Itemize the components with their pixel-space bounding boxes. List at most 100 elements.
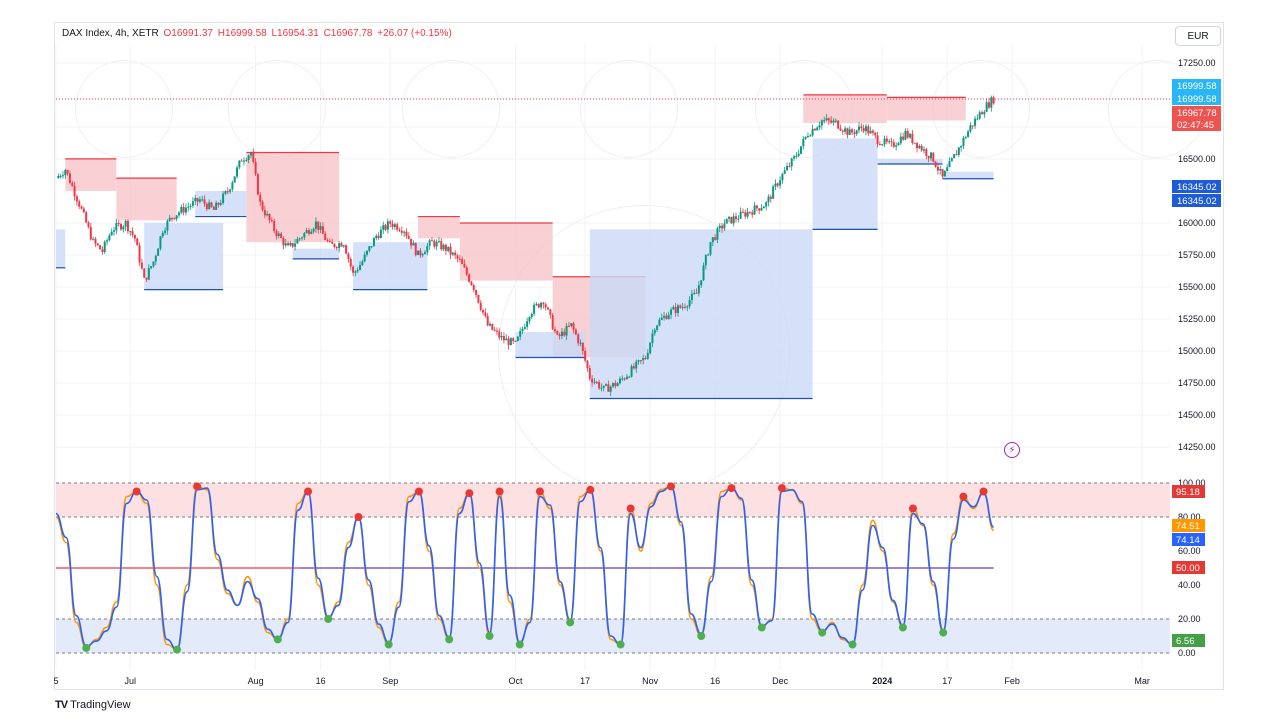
candle-body [303, 233, 306, 238]
overbought-signal-dot [959, 492, 968, 501]
candle-body [697, 285, 700, 294]
price-axis-label: 16500.00 [1178, 154, 1216, 164]
candle-body [881, 144, 884, 146]
osc-badge-label: 50.00 [1176, 563, 1200, 574]
price-axis-label: 15750.00 [1178, 250, 1216, 260]
candle-body [681, 306, 684, 308]
candle-body [760, 208, 763, 211]
overbought-signal-dot [354, 513, 363, 521]
candle-body [987, 102, 990, 108]
candle-body [895, 145, 898, 147]
low-value: L16954.31 [271, 28, 319, 39]
candle-body [331, 242, 334, 244]
candle-body [618, 378, 621, 384]
candle-body [885, 138, 888, 142]
candle-body [126, 220, 129, 232]
overbought-signal-dot [495, 487, 504, 496]
candle-body [769, 196, 772, 199]
candle-body [468, 274, 471, 282]
candle-body [80, 206, 83, 209]
candle-body [502, 336, 505, 341]
price-axis-label: 15250.00 [1178, 314, 1216, 324]
supply-zone [116, 178, 177, 221]
time-axis-label: Mar [1134, 676, 1150, 686]
tradingview-logo[interactable]: TV TradingView [55, 699, 131, 711]
currency-button[interactable]: EUR [1175, 26, 1221, 46]
candle-body [832, 120, 835, 123]
candle-body [540, 302, 543, 308]
candle-body [456, 255, 459, 259]
oversold-signal-dot [818, 628, 827, 637]
candle-body [514, 340, 517, 342]
candle-body [686, 306, 689, 308]
overbought-signal-dot [626, 504, 635, 513]
candle-body [570, 323, 573, 327]
candle-body [289, 242, 292, 246]
candle-body [892, 142, 895, 147]
close-value: C16967.78 [323, 28, 373, 39]
time-axis-label: Aug [248, 676, 264, 686]
candle-body [205, 203, 208, 210]
supply-zone [65, 158, 117, 191]
candle-body [393, 224, 396, 227]
candle-body [813, 128, 816, 131]
candle-body [542, 302, 545, 305]
candle-body [509, 338, 512, 346]
time-axis-label: 5 [53, 676, 58, 686]
osc-badge [1172, 519, 1205, 532]
candle-body [990, 97, 993, 108]
lightning-icon[interactable]: ⚡ [1004, 442, 1020, 458]
candle-body [454, 252, 457, 256]
demand-zone [877, 158, 943, 165]
candle-body [94, 238, 97, 244]
candle-body [412, 243, 415, 246]
candle-body [333, 243, 336, 248]
overbought-signal-dot [727, 484, 736, 493]
candle-body [477, 294, 480, 303]
time-axis-label: Sep [382, 676, 398, 686]
candle-body [746, 211, 749, 217]
candle-body [649, 342, 652, 354]
candle-body [732, 216, 735, 224]
candle-body [245, 159, 248, 161]
candle-body [855, 130, 858, 134]
candle-body [737, 218, 740, 220]
candle-body [479, 302, 482, 310]
candle-body [305, 230, 308, 234]
osc-badge [1172, 533, 1205, 546]
candle-body [558, 334, 561, 337]
candle-body [166, 220, 169, 231]
candle-body [683, 306, 686, 308]
time-axis-label: Feb [1004, 676, 1020, 686]
candle-body [147, 268, 150, 280]
candle-body [484, 312, 487, 317]
candle-body [287, 243, 290, 246]
candle-body [695, 292, 698, 294]
candle-body [317, 221, 320, 230]
candle-body [124, 220, 127, 227]
candle-body [925, 149, 928, 156]
candle-body [312, 228, 315, 232]
osc-axis-label: 40.00 [1178, 580, 1201, 590]
osc-badge-label: 74.14 [1176, 535, 1200, 546]
candle-body [818, 125, 821, 128]
candle-body [345, 245, 348, 254]
candle-body [164, 230, 167, 233]
candle-body [533, 304, 536, 314]
price-badge-label: 16967.78 [1177, 108, 1217, 119]
candle-body [507, 338, 510, 346]
candle-body [642, 358, 645, 361]
candle-body [338, 243, 341, 249]
candle-body [774, 183, 777, 187]
price-axis-label: 14250.00 [1178, 442, 1216, 452]
price-badge-label: 16345.02 [1177, 182, 1217, 193]
symbol-legend: DAX Index, 4h, XETR O16991.37 H16999.58 … [62, 28, 452, 39]
candle-body [962, 137, 965, 147]
candle-body [226, 191, 229, 193]
demand-zone [56, 229, 66, 268]
candle-body [87, 222, 90, 227]
overbought-signal-dot [666, 482, 675, 491]
demand-zone [292, 248, 340, 259]
candle-body [623, 378, 626, 380]
